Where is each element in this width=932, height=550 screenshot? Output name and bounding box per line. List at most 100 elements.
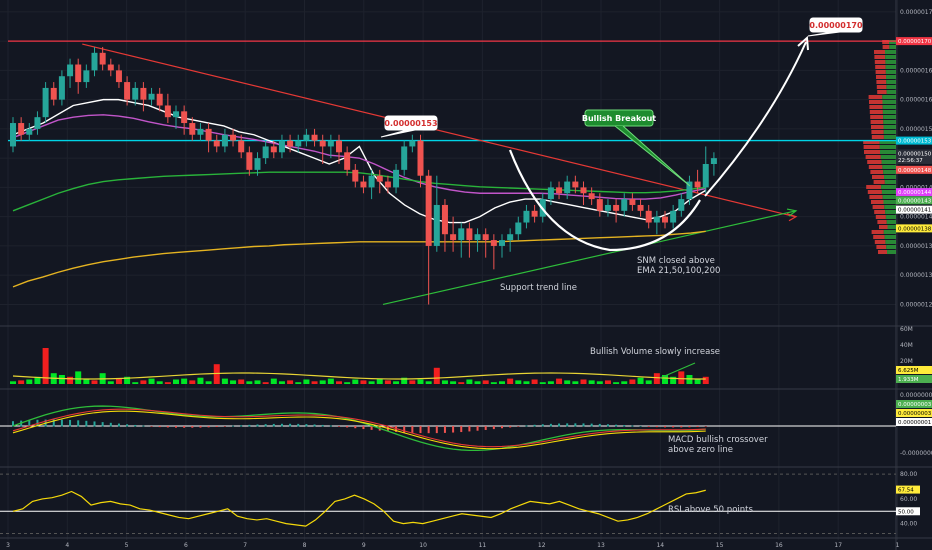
macd-histogram-bar [354, 426, 357, 429]
macd-histogram-bar [574, 423, 577, 427]
macd-histogram-bar [688, 426, 691, 428]
macd-tag-bg [896, 409, 932, 417]
candle-body [164, 105, 171, 118]
volume-profile-bar-buy [889, 45, 896, 49]
price-axis-tick: 0.00000125 [900, 301, 932, 308]
macd-annotation-2: above zero line [668, 445, 733, 455]
volume-profile-bar-buy [883, 115, 896, 119]
annotation-snm-closed: SNM closed above [637, 256, 715, 266]
volume-profile-bar-sell [874, 50, 885, 54]
volume-tag-bg [896, 366, 932, 374]
volume-bar [270, 378, 277, 384]
volume-bar [613, 382, 620, 384]
volume-bar [238, 379, 245, 384]
price-tag-label: 0.00000141 [898, 208, 931, 214]
macd-histogram-bar [77, 420, 80, 427]
price-tag-label: 0.00000153 [898, 139, 932, 145]
candle-body [409, 140, 416, 147]
volume-bar [433, 367, 440, 384]
candle-body [295, 140, 302, 147]
volume-bar [164, 382, 171, 384]
macd-histogram-bar [12, 421, 14, 427]
volume-profile-bar-sell [864, 150, 880, 154]
candle-body [613, 204, 620, 211]
volume-bar [18, 380, 25, 384]
macd-histogram-bar [93, 421, 96, 427]
volume-profile-bar-buy [880, 150, 896, 154]
volume-profile-bar-buy [882, 110, 896, 114]
macd-histogram-bar [272, 423, 275, 427]
macd-histogram-bar [615, 424, 618, 427]
volume-bar [409, 380, 416, 384]
volume-bar [507, 378, 514, 384]
volume-bar [417, 379, 424, 384]
candle-body [564, 181, 571, 194]
candle-body [26, 128, 33, 135]
rsi-tag-bg [896, 485, 920, 494]
volume-bar [694, 378, 701, 384]
volume-pane: Bullish Volume slowly increase 60M 40M 20M 6… [10, 326, 932, 384]
volume-profile-bar-sell [866, 185, 882, 189]
rsi-tag-label: 67.54 [898, 488, 914, 494]
projection-arrow [704, 41, 807, 197]
volume-bar [213, 364, 220, 384]
candle-body [83, 70, 90, 83]
breakout-level-callout-pointer [380, 129, 416, 138]
candle-body [556, 187, 563, 194]
macd-tag-bg [896, 418, 932, 426]
candle-body [132, 87, 139, 100]
volume-profile-bar-sell [872, 205, 885, 209]
candle-body [58, 76, 65, 100]
candle-body [238, 140, 245, 153]
candle-body [197, 128, 204, 135]
candle-body [34, 117, 41, 129]
candle-body [230, 134, 237, 141]
volume-bar [490, 382, 497, 384]
ema100-line [12, 171, 706, 212]
candle-body [588, 193, 595, 200]
volume-profile-bar-buy [885, 50, 896, 54]
volume-bar [384, 380, 391, 384]
volume-tag-bg [896, 375, 932, 383]
macd-histogram-bar [558, 423, 561, 427]
candle-body [42, 87, 49, 118]
macd-histogram-bar [338, 426, 340, 427]
candle-body [678, 199, 685, 211]
volume-profile-bar-sell [878, 250, 887, 254]
price-tag-label: 0.00000148 [898, 168, 932, 174]
axes: 0.00000175 0.00000170 0.00000165 0.00000160… [6, 9, 932, 549]
volume-bar [254, 380, 261, 384]
time-axis-tick: 8 [303, 542, 307, 549]
volume-bar [295, 382, 302, 384]
volume-bar [645, 380, 652, 384]
macd-tag-bg [896, 400, 932, 408]
price-axis-tick: 0.00000175 [900, 9, 932, 16]
macd-histogram-bar [501, 426, 503, 429]
time-axis-tick: 16 [775, 542, 783, 549]
volume-profile-bar-buy [885, 240, 896, 244]
macd-histogram-bar [60, 419, 63, 427]
candle-body [148, 93, 155, 100]
volume-bar [401, 377, 408, 384]
macd-histogram-bar [427, 426, 430, 434]
candle-body [629, 199, 636, 205]
macd-histogram-bar [183, 426, 186, 428]
volume-bar [596, 381, 603, 384]
candle-body [572, 181, 579, 188]
candle-body [10, 123, 16, 147]
signal-line-yellow [12, 410, 706, 450]
macd-axis-tick: 0.00000005 [900, 392, 932, 399]
volume-profile-bar-buy [885, 70, 896, 74]
candle-body [694, 181, 701, 188]
candle-body [425, 175, 432, 246]
candle-body [490, 240, 497, 246]
volume-bar [653, 373, 660, 384]
volume-profile-bar-buy [885, 210, 896, 214]
macd-histogram-bar [370, 426, 373, 430]
time-axis-tick: 11 [479, 542, 487, 549]
macd-histogram-bar [664, 426, 666, 428]
volume-bar [327, 378, 334, 384]
breakout-level-callout-label: 0.00000153 [384, 119, 437, 128]
volume-bar [26, 379, 33, 384]
